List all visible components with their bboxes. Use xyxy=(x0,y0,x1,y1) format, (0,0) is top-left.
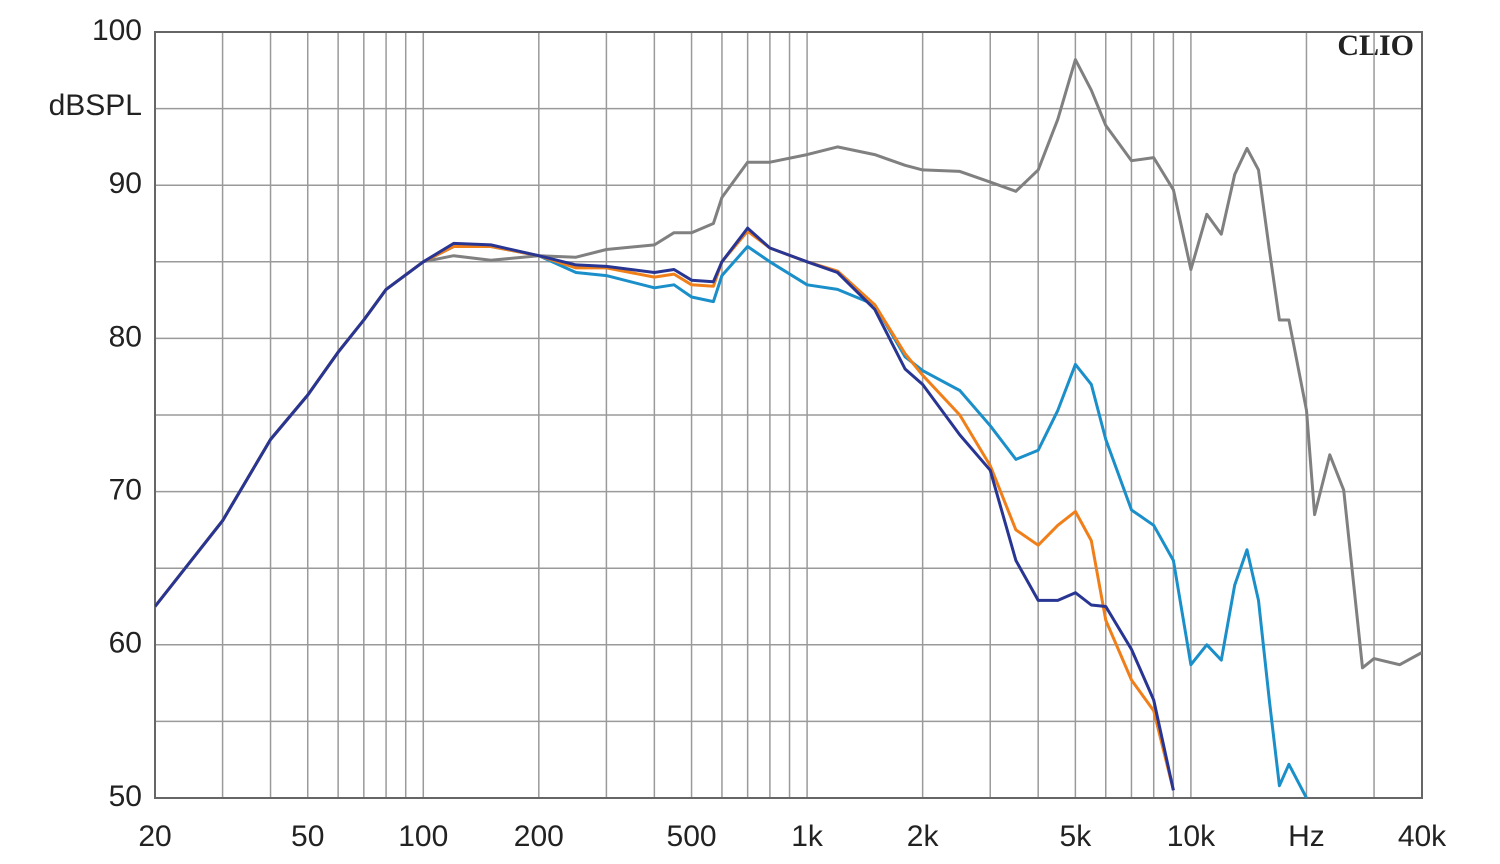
x-tick-label: 40k xyxy=(1398,820,1447,853)
x-tick-label: 2k xyxy=(907,820,940,853)
series-line xyxy=(155,226,1175,791)
x-tick-label: 200 xyxy=(514,820,564,853)
x-tick-label: Hz xyxy=(1288,820,1325,853)
y-tick-label: 100 xyxy=(92,14,142,47)
y-tick-label: 50 xyxy=(109,780,142,813)
x-tick-label: 1k xyxy=(791,820,824,853)
grid xyxy=(154,31,1423,799)
brand-label: CLIO xyxy=(1337,29,1414,62)
x-tick-label: 20 xyxy=(138,820,171,853)
y-tick-label: 80 xyxy=(109,320,142,353)
x-tick-label: 500 xyxy=(667,820,717,853)
x-tick-label: 50 xyxy=(291,820,324,853)
y-tick-label: 60 xyxy=(109,627,142,660)
series-line xyxy=(155,245,1308,798)
plot-frame xyxy=(154,31,1423,799)
series-line xyxy=(155,58,1422,670)
x-tick-label: 10k xyxy=(1167,820,1216,853)
x-tick-label: 5k xyxy=(1060,820,1093,853)
y-tick-label: 90 xyxy=(109,167,142,200)
x-tick-label: 100 xyxy=(398,820,448,853)
y-axis-label: dBSPL xyxy=(49,89,142,122)
y-tick-label: 70 xyxy=(109,474,142,507)
